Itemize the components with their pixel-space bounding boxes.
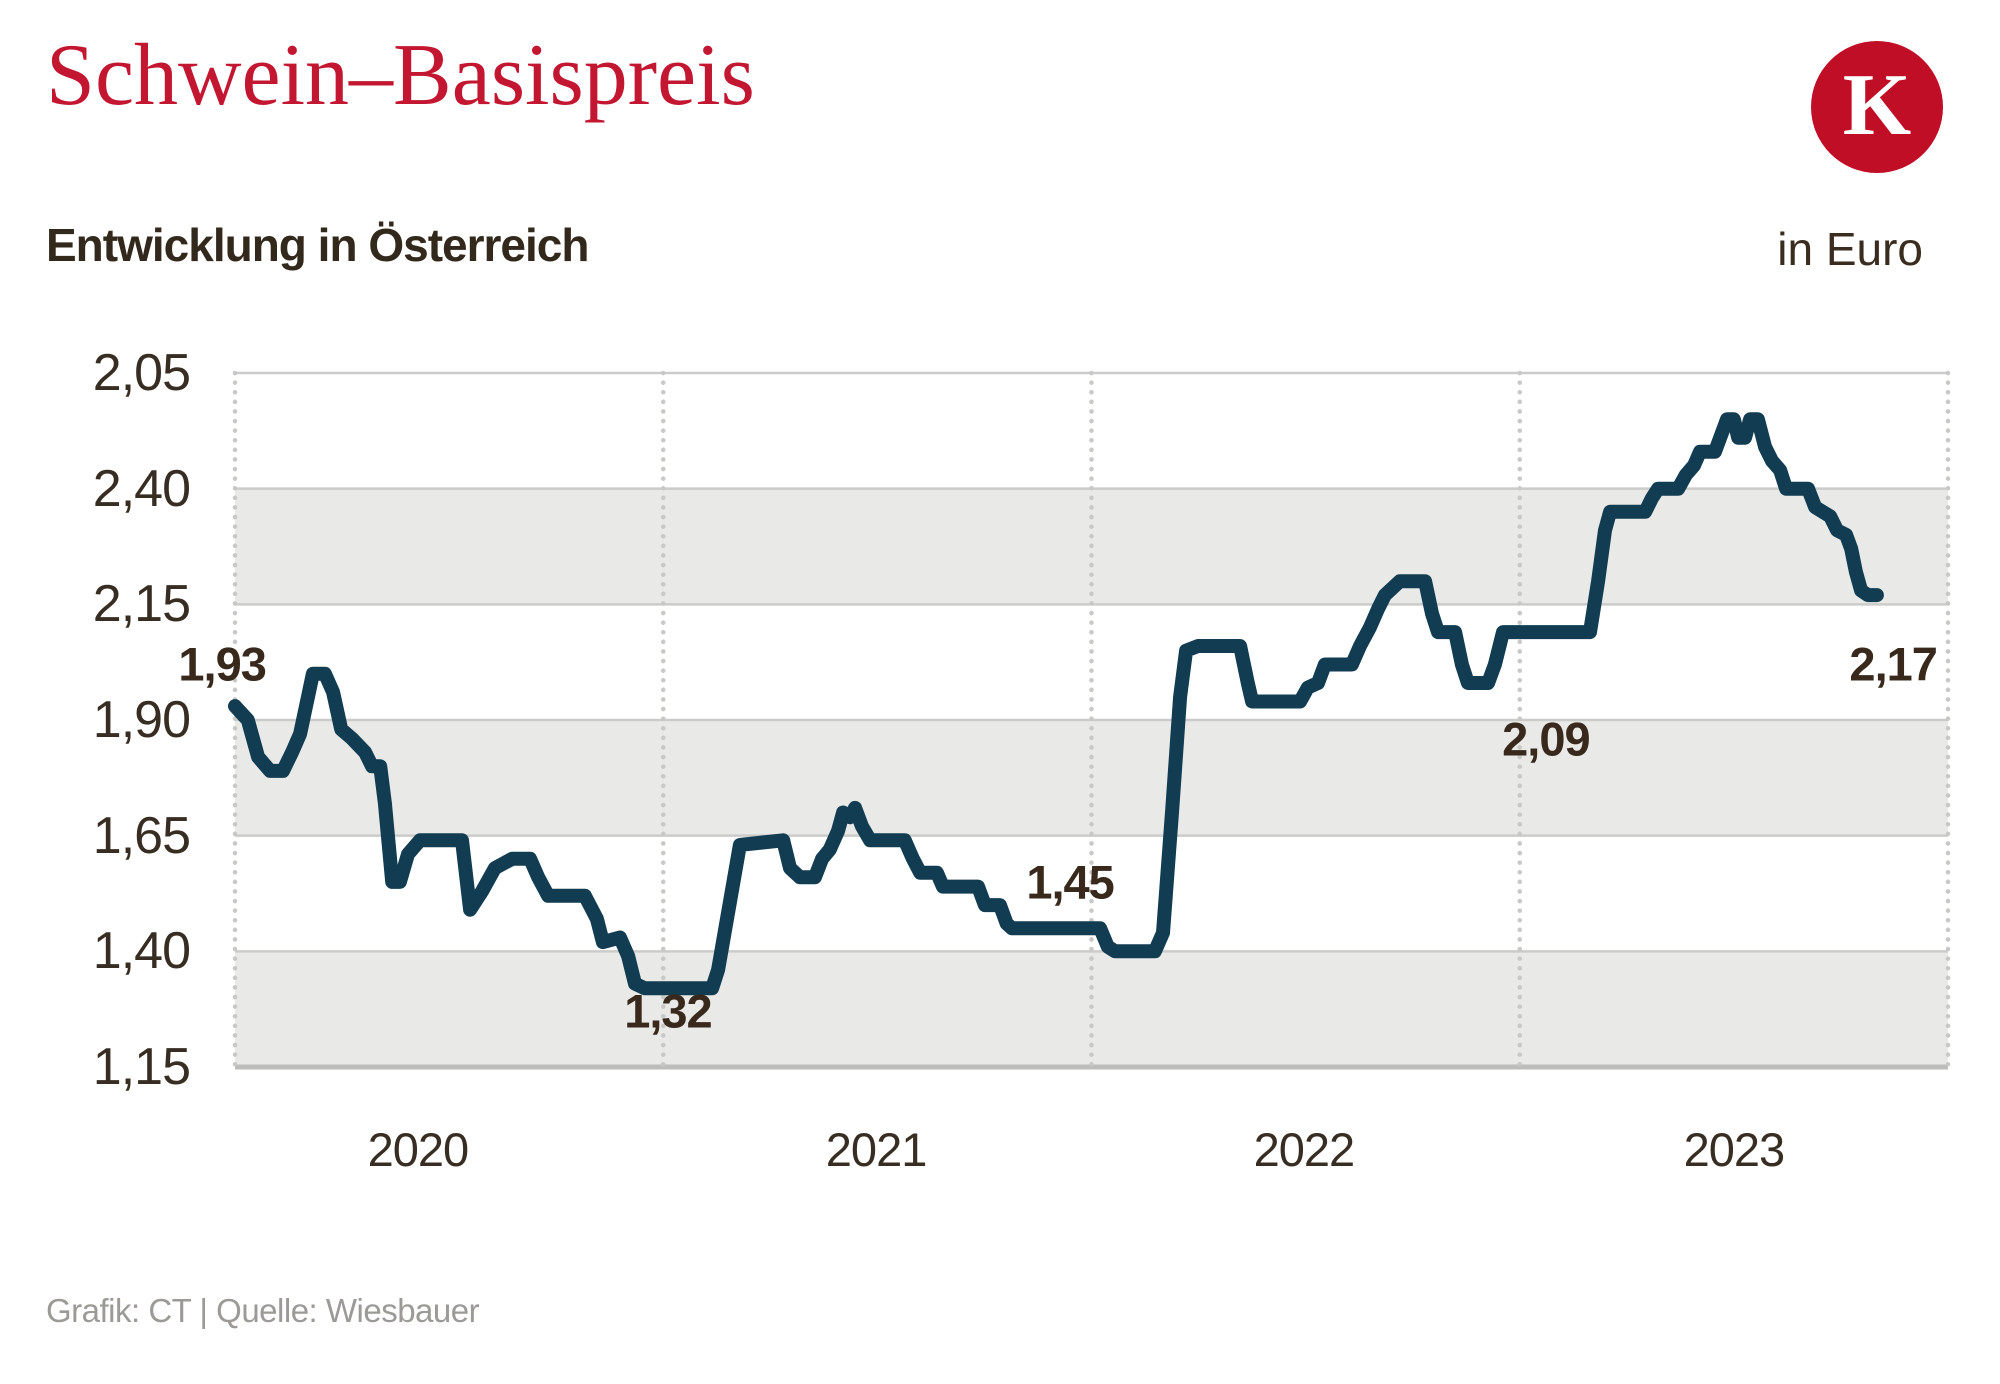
unit-label: in Euro [1777,223,1923,275]
brand-logo-letter: K [1842,56,1912,154]
brand-logo: K [1811,41,1943,173]
value-annotation-1,45: 1,45 [1026,855,1114,909]
y-tick-label: 2,05 [92,344,191,402]
price-series-line [228,412,1884,996]
value-annotation-1,32: 1,32 [624,984,712,1038]
plot-band [235,951,1948,1067]
y-tick-label: 1,90 [92,691,191,749]
x-tick-label-2021: 2021 [825,1123,928,1176]
y-tick-label: 1,65 [92,806,191,865]
x-tick-label-2023: 2023 [1683,1123,1786,1176]
source-credit: Grafik: CT | Quelle: Wiesbauer [46,1292,480,1329]
value-annotation-2,17: 2,17 [1849,637,1937,691]
chart-subtitle: Entwicklung in Österreich [46,219,589,271]
y-tick-label: 2,15 [92,575,191,634]
value-annotation-2,09: 2,09 [1502,712,1590,765]
value-annotation-1,93: 1,93 [178,637,266,691]
page-title: Schwein–Basispreis [46,27,755,124]
x-tick-label-2022: 2022 [1253,1123,1356,1176]
y-tick-label: 1,15 [92,1038,191,1096]
x-tick-label-2020: 2020 [367,1123,470,1176]
y-tick-label: 1,40 [92,922,191,981]
y-tick-label: 2,40 [92,459,191,518]
